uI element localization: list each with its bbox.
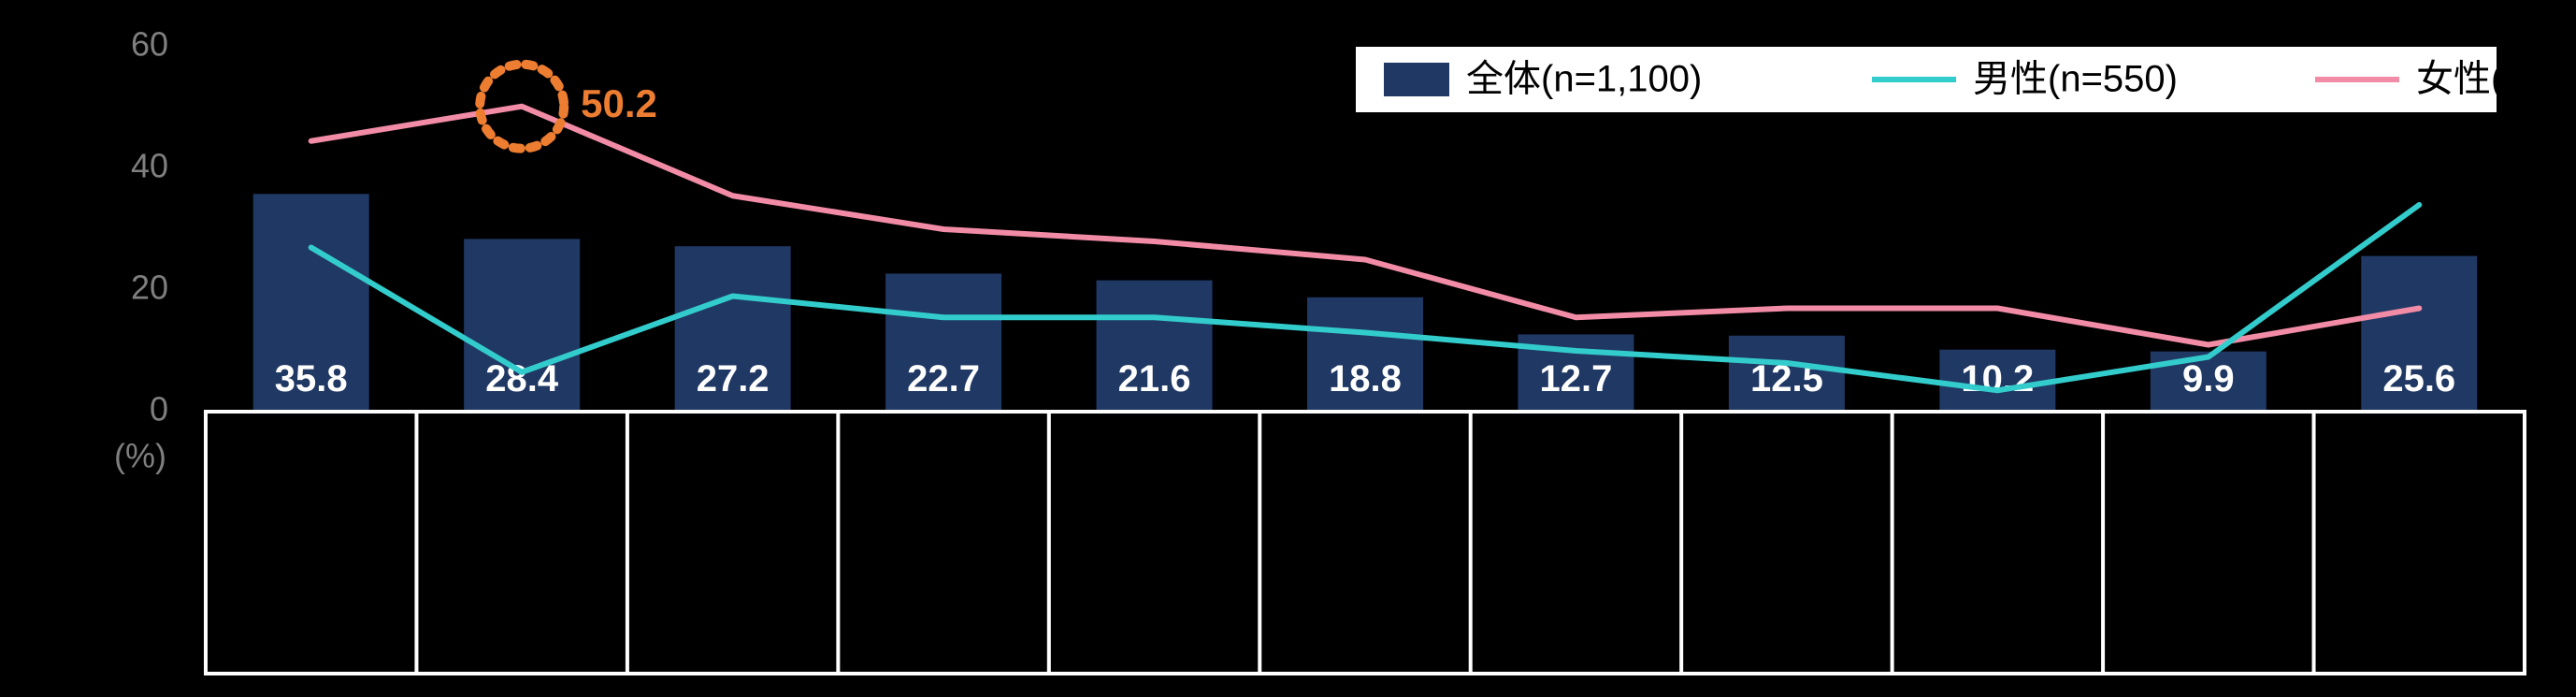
- chart-svg: 0204060(%)35.828.427.222.721.618.812.712…: [0, 0, 2576, 697]
- legend-label: 全体(n=1,100): [1466, 59, 1702, 100]
- callout-label: 50.2: [581, 81, 657, 125]
- bar-value-label: 27.2: [697, 358, 770, 399]
- y-tick-label: 40: [131, 147, 168, 185]
- bar-value-label: 22.7: [907, 358, 980, 399]
- legend-swatch-bar: [1384, 63, 1449, 96]
- bar-value-label: 25.6: [2382, 358, 2455, 399]
- chart-container: 0204060(%)35.828.427.222.721.618.812.712…: [0, 0, 2576, 697]
- bar-value-label: 12.7: [1540, 358, 1613, 399]
- y-tick-label: 60: [131, 25, 168, 64]
- y-tick-label: 20: [131, 269, 168, 307]
- category-band: [206, 412, 2525, 674]
- bar-value-label: 21.6: [1118, 358, 1191, 399]
- category-band-bg: [206, 412, 2525, 674]
- legend-label: 男性(n=550): [1973, 59, 2178, 100]
- legend-label: 女性(n=550): [2416, 59, 2576, 100]
- bar-value-label: 10.2: [1961, 358, 2034, 399]
- bar-value-label: 9.9: [2182, 358, 2235, 399]
- bar-value-label: 35.8: [275, 358, 348, 399]
- y-axis-unit: (%): [114, 437, 166, 475]
- bar-value-label: 18.8: [1329, 358, 1402, 399]
- legend: 全体(n=1,100) 男性(n=550) 女性(n=550): [1356, 47, 2576, 112]
- y-tick-label: 0: [150, 390, 168, 428]
